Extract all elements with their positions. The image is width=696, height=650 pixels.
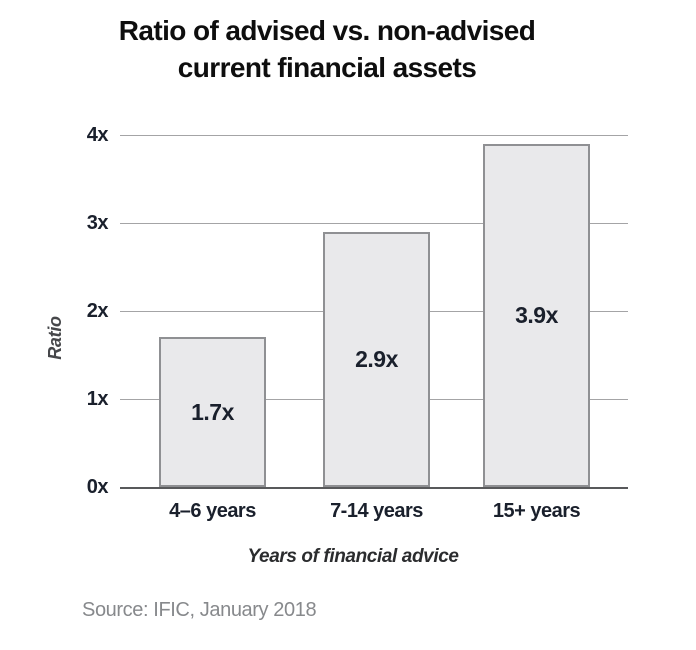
chart-title: Ratio of advised vs. non-advised current… bbox=[0, 12, 654, 86]
x-axis-label: Years of financial advice bbox=[247, 546, 459, 567]
x-tick-2: 7-14 years bbox=[330, 500, 423, 522]
bar-3: 3.9x bbox=[483, 144, 590, 487]
y-tick-2x: 2x bbox=[86, 300, 109, 322]
y-tick-3x: 3x bbox=[86, 212, 109, 234]
gridline-4x bbox=[120, 135, 628, 136]
bar-value-label: 1.7x bbox=[191, 398, 234, 425]
bar-2: 2.9x bbox=[323, 232, 430, 487]
y-tick-4x: 4x bbox=[86, 124, 109, 146]
gridline-3x bbox=[120, 223, 628, 224]
bar-1: 1.7x bbox=[159, 337, 266, 487]
source-note: Source: IFIC, January 2018 bbox=[82, 599, 317, 621]
chart-title-line1: Ratio of advised vs. non-advised bbox=[118, 15, 536, 46]
x-tick-1: 4–6 years bbox=[169, 500, 256, 522]
bar-value-label: 3.9x bbox=[515, 302, 558, 328]
y-tick-1x: 1x bbox=[86, 388, 109, 410]
bar-value-label: 2.9x bbox=[355, 346, 398, 372]
y-tick-0x: 0x bbox=[86, 476, 109, 498]
plot-area: 1.7x 2.9x 3.9x bbox=[120, 135, 628, 489]
chart-title-line2: current financial assets bbox=[177, 52, 477, 83]
x-tick-3: 15+ years bbox=[492, 500, 581, 522]
